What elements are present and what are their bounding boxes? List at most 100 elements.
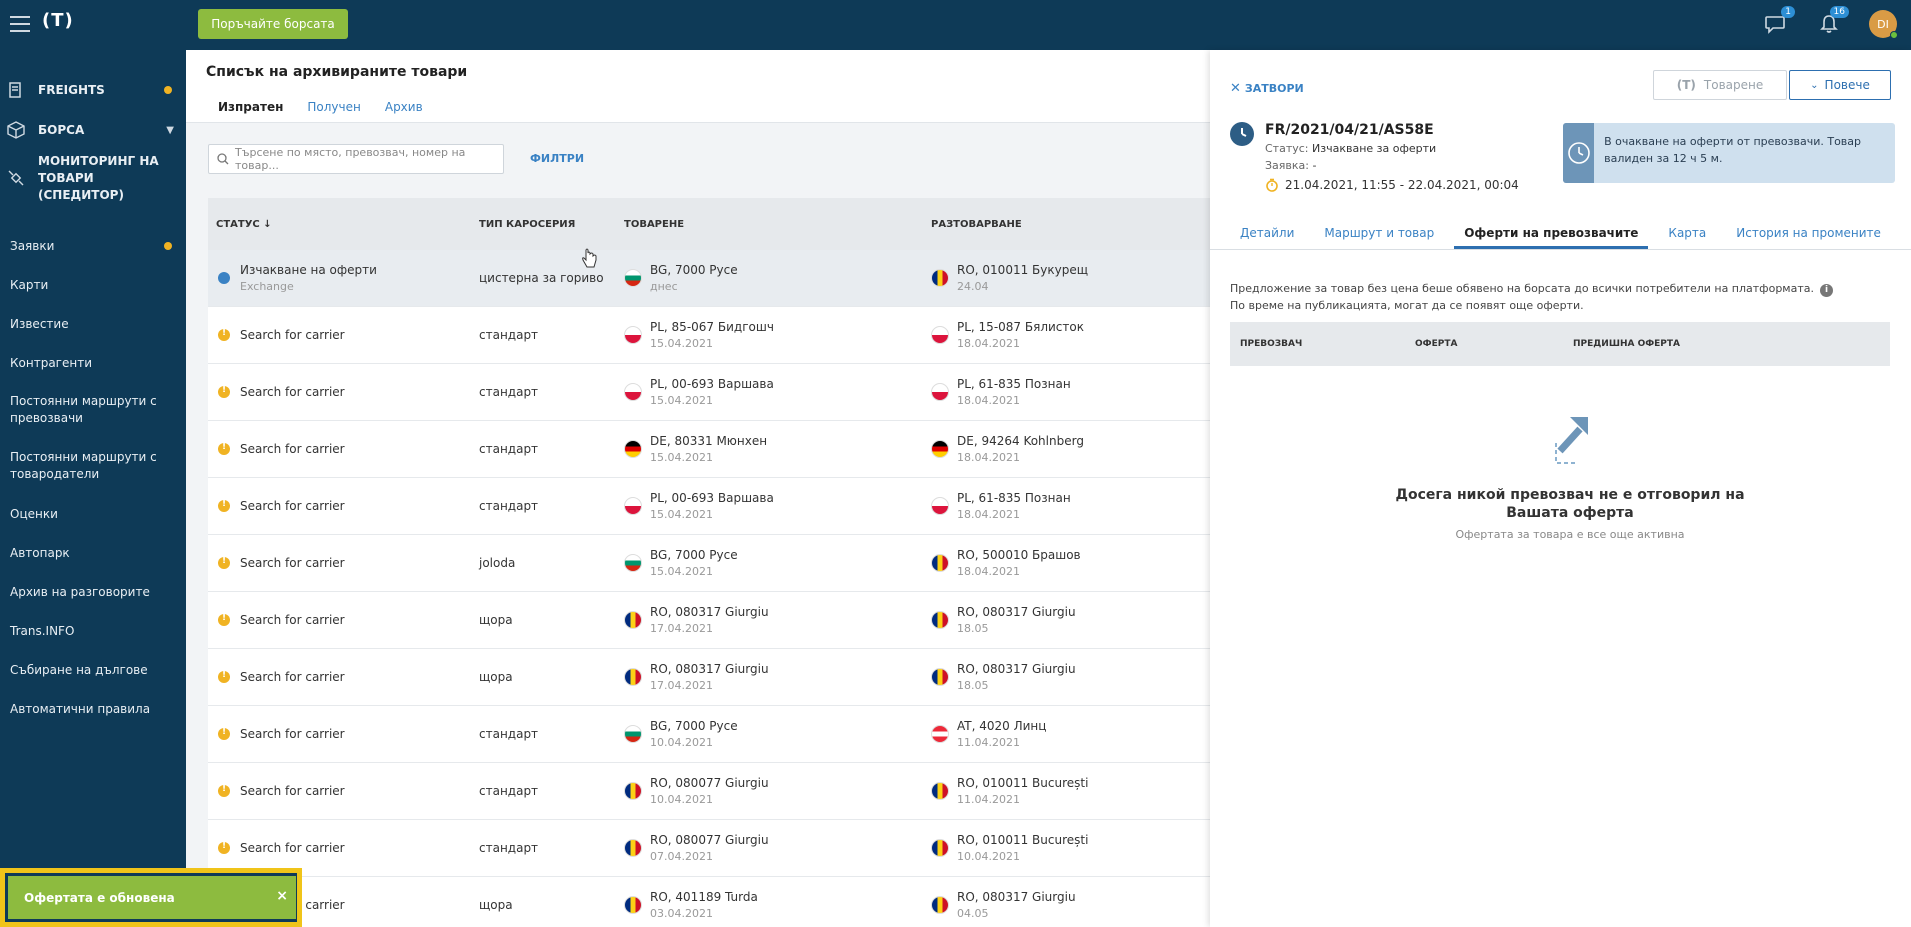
sidebar-link-fleet[interactable]: Автопарк xyxy=(0,533,186,572)
sidebar-item-freights[interactable]: FREIGHTS xyxy=(0,70,186,110)
sidebar-item-monitoring[interactable]: МОНИТОРИНГ НА ТОВАРИ (СПЕДИТОР) xyxy=(0,150,186,206)
avatar-initials: DI xyxy=(1877,17,1889,31)
body-type-cell: стандарт xyxy=(479,841,539,855)
body-type-cell: щора xyxy=(479,670,513,684)
online-status-dot xyxy=(1890,31,1898,39)
info-icon[interactable]: i xyxy=(1819,284,1833,297)
loading-place: RO, 080317 Giurgiu xyxy=(650,605,769,619)
flag-de-icon xyxy=(931,440,949,458)
filters-button[interactable]: ФИЛТРИ xyxy=(530,152,585,165)
sidebar-link-label: Карти xyxy=(10,277,49,292)
status-text: Search for carrier xyxy=(240,670,345,684)
loading-place: BG, 7000 Русе xyxy=(650,263,738,277)
toast-close-button[interactable]: × xyxy=(276,888,288,904)
unloading-cell: RO, 080317 Giurgiu 18.05 xyxy=(931,662,1210,692)
status-cell: Search for carrier xyxy=(208,784,479,798)
timer-icon xyxy=(1266,178,1278,192)
loading-cell: PL, 00-693 Варшава 15.04.2021 xyxy=(624,491,931,521)
table-row[interactable]: Search for carrier стандарт BG, 7000 Русе 1… xyxy=(208,706,1210,763)
body-type-cell: стандарт xyxy=(479,385,539,399)
sidebar-item-exchange[interactable]: БОРСА ▼ xyxy=(0,110,186,150)
warning-icon xyxy=(218,385,230,398)
table-row[interactable]: Search for carrier стандарт PL, 00-693 Вар… xyxy=(208,364,1210,421)
close-panel-button[interactable]: ✕ ЗАТВОРИ xyxy=(1230,81,1304,96)
user-avatar[interactable]: DI xyxy=(1869,10,1898,39)
column-previous-offer: ПРЕДИШНА ОФЕРТА xyxy=(1573,339,1680,349)
tab-received[interactable]: Получен xyxy=(307,100,361,114)
close-icon: ✕ xyxy=(1230,81,1241,96)
tab-change-history[interactable]: История на промените xyxy=(1736,226,1881,240)
table-row[interactable]: Search for carrier стандарт PL, 85-067 Бид… xyxy=(208,307,1210,364)
unloading-place: AT, 4020 Линц xyxy=(957,719,1047,733)
sidebar-link-label: Архив на разговорите xyxy=(10,584,150,599)
status-cell: Search for carrier xyxy=(208,841,479,855)
status-text: Изчакване на оферти xyxy=(240,263,377,277)
column-carrier: ПРЕВОЗВАЧ xyxy=(1240,339,1303,349)
loading-cell: DE, 80331 Мюнхен 15.04.2021 xyxy=(624,434,931,464)
chevron-down-icon: ⌄ xyxy=(1810,79,1819,91)
sidebar-link-ratings[interactable]: Оценки xyxy=(0,494,186,533)
status-label: Статус: xyxy=(1265,142,1309,155)
order-exchange-button[interactable]: Поръчайте борсата xyxy=(198,9,348,39)
warning-icon xyxy=(218,556,230,569)
menu-icon[interactable] xyxy=(10,16,30,32)
loading-place: BG, 7000 Русе xyxy=(650,548,738,562)
sidebar-link-orders[interactable]: Заявки xyxy=(0,226,186,265)
unloading-cell: RO, 010011 București 11.04.2021 xyxy=(931,776,1210,806)
table-row[interactable]: Search for carrier joloda BG, 7000 Русе 15.… xyxy=(208,535,1210,592)
flag-ro-icon xyxy=(931,554,949,572)
table-row[interactable]: Search for carrier стандарт RO, 080077 Giu… xyxy=(208,820,1210,877)
sidebar-link-transinfo[interactable]: Trans.INFO xyxy=(0,611,186,650)
sidebar-link-debt-collection[interactable]: Събиране на дългове xyxy=(0,650,186,689)
search-input[interactable]: Търсене по място, превозвач, номер на то… xyxy=(208,144,504,174)
load-button-label: Товарене xyxy=(1703,78,1764,92)
description-line: Предложение за товар без цена беше обяве… xyxy=(1230,282,1814,295)
unloading-cell: AT, 4020 Линц 11.04.2021 xyxy=(931,719,1210,749)
status-cell: Search for carrier xyxy=(208,442,479,456)
load-button[interactable]: (T) Товарене xyxy=(1653,70,1787,100)
sidebar-link-contractors[interactable]: Контрагенти xyxy=(0,343,186,382)
flag-pl-icon xyxy=(624,497,642,515)
status-cell: Search for carrier xyxy=(208,556,479,570)
tab-carrier-offers[interactable]: Оферти на превозвачите xyxy=(1454,220,1649,249)
sidebar-link-shipper-routes[interactable]: Постоянни маршрути с товародатели xyxy=(0,438,186,494)
sidebar-link-label: Събиране на дългове xyxy=(10,662,148,677)
logo-icon: (T) xyxy=(1676,78,1696,92)
sidebar-link-label: Известие xyxy=(10,316,69,331)
sidebar-link-chat-archive[interactable]: Архив на разговорите xyxy=(0,572,186,611)
messages-button[interactable]: 1 xyxy=(1761,6,1795,38)
app-logo[interactable]: (T) xyxy=(42,10,74,31)
tab-details[interactable]: Детайли xyxy=(1240,226,1295,240)
loading-date: 03.04.2021 xyxy=(650,907,713,920)
table-row[interactable]: Search for carrier стандарт PL, 00-693 Вар… xyxy=(208,478,1210,535)
table-row[interactable]: Search for carrier стандарт DE, 80331 Мюнх… xyxy=(208,421,1210,478)
notifications-button[interactable]: 16 xyxy=(1815,6,1849,38)
freight-id: FR/2021/04/21/AS58E xyxy=(1265,122,1434,138)
table-row[interactable]: Search for carrier стандарт RO, 080077 Giu… xyxy=(208,763,1210,820)
main-content: Списък на архивираните товари Изпратен П… xyxy=(186,50,1210,927)
unloading-place: RO, 080317 Giurgiu xyxy=(957,890,1076,904)
tab-map[interactable]: Карта xyxy=(1668,226,1707,240)
more-button[interactable]: ⌄ Повече xyxy=(1789,70,1891,100)
sidebar-link-notice[interactable]: Известие xyxy=(0,304,186,343)
loading-date: 15.04.2021 xyxy=(650,565,713,578)
loading-place: DE, 80331 Мюнхен xyxy=(650,434,768,448)
sidebar-link-automatic-rules[interactable]: Автоматични правила xyxy=(0,689,186,728)
loading-cell: BG, 7000 Русе 10.04.2021 xyxy=(624,719,931,749)
status-text: Search for carrier xyxy=(240,499,345,513)
table-row[interactable]: Search for carrier щора RO, 080317 Giurgiu… xyxy=(208,592,1210,649)
sidebar-link-carrier-routes[interactable]: Постоянни маршрути с превозвачи xyxy=(0,382,186,438)
loading-place: PL, 00-693 Варшава xyxy=(650,377,774,391)
sidebar-link-maps[interactable]: Карти xyxy=(0,265,186,304)
flag-ro-icon xyxy=(931,839,949,857)
warning-icon xyxy=(218,499,230,512)
tab-route-cargo[interactable]: Маршрут и товар xyxy=(1324,226,1435,240)
table-row[interactable]: Search for carrier щора RO, 080317 Giurgiu… xyxy=(208,649,1210,706)
status-value: Изчакване за оферти xyxy=(1312,142,1437,155)
flag-ro-icon xyxy=(624,839,642,857)
loading-place: RO, 080317 Giurgiu xyxy=(650,662,769,676)
tab-archive[interactable]: Архив xyxy=(384,100,423,114)
table-row[interactable]: Изчакване на оферти Exchange цистерна за г… xyxy=(208,250,1210,307)
column-status[interactable]: СТАТУС ↓ xyxy=(216,218,272,230)
